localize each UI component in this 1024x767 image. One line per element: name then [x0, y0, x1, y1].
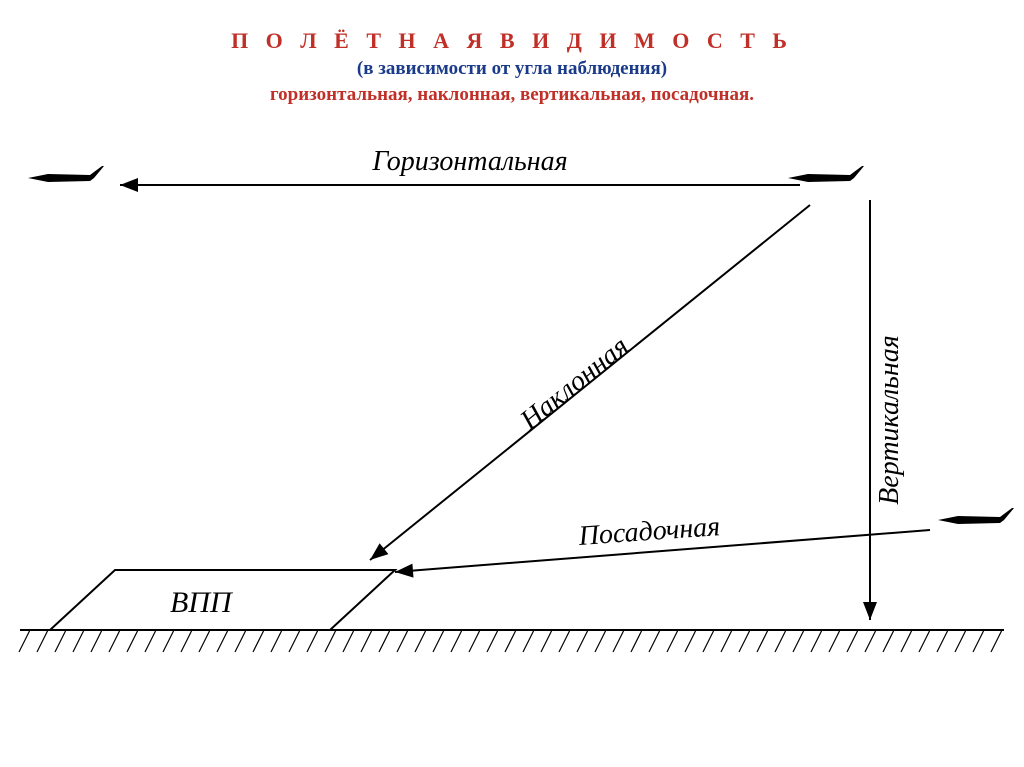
- aircraft-low-right-icon: [938, 508, 1014, 524]
- ground-hatch: [649, 630, 660, 652]
- aircraft-top-right-icon: [788, 166, 864, 182]
- horizontal-label: Горизонтальная: [371, 146, 567, 177]
- ground-hatch: [847, 630, 858, 652]
- ground-hatch: [523, 630, 534, 652]
- ground-hatch: [757, 630, 768, 652]
- ground-hatch: [991, 630, 1002, 652]
- ground-hatch: [19, 630, 30, 652]
- ground-hatch: [919, 630, 930, 652]
- ground-hatch: [685, 630, 696, 652]
- visibility-diagram: ВПП Горизонтальная Вертикальная Наклонная По…: [0, 0, 1024, 767]
- ground-hatch: [415, 630, 426, 652]
- ground-hatch: [901, 630, 912, 652]
- ground-hatch: [541, 630, 552, 652]
- landing-arrow-arrowhead: [395, 564, 413, 578]
- ground-hatch: [145, 630, 156, 652]
- ground-hatch: [613, 630, 624, 652]
- ground-hatch: [289, 630, 300, 652]
- vertical-arrow-arrowhead: [863, 602, 877, 620]
- ground-hatch: [973, 630, 984, 652]
- ground-hatch: [811, 630, 822, 652]
- runway-label: ВПП: [170, 586, 234, 619]
- ground-hatch: [793, 630, 804, 652]
- ground-hatch: [775, 630, 786, 652]
- ground-hatch: [361, 630, 372, 652]
- ground-hatch: [271, 630, 282, 652]
- ground-hatch: [253, 630, 264, 652]
- ground-hatch: [217, 630, 228, 652]
- ground-hatch: [397, 630, 408, 652]
- horizontal-arrow-arrowhead: [120, 178, 138, 192]
- ground-hatch: [307, 630, 318, 652]
- inclined-label: Наклонная: [514, 331, 635, 437]
- ground-hatch: [955, 630, 966, 652]
- ground-hatch: [379, 630, 390, 652]
- ground-hatch: [91, 630, 102, 652]
- inclined-arrow-arrowhead: [370, 543, 388, 560]
- ground-hatch: [595, 630, 606, 652]
- ground-hatch: [721, 630, 732, 652]
- ground-hatch: [433, 630, 444, 652]
- ground-hatch: [577, 630, 588, 652]
- ground-hatch: [703, 630, 714, 652]
- ground-hatch: [163, 630, 174, 652]
- ground-hatch: [739, 630, 750, 652]
- ground-hatch: [469, 630, 480, 652]
- ground-hatch: [325, 630, 336, 652]
- ground-hatch: [505, 630, 516, 652]
- ground-hatch: [631, 630, 642, 652]
- ground-hatch: [937, 630, 948, 652]
- ground-hatch: [883, 630, 894, 652]
- ground-hatch: [451, 630, 462, 652]
- aircraft-top-left-icon: [28, 166, 104, 182]
- ground-hatch: [487, 630, 498, 652]
- ground-hatch: [127, 630, 138, 652]
- vertical-label: Вертикальная: [874, 335, 905, 505]
- ground-hatch: [865, 630, 876, 652]
- ground-hatch: [559, 630, 570, 652]
- ground-hatch: [199, 630, 210, 652]
- ground-hatch: [181, 630, 192, 652]
- ground-hatch: [667, 630, 678, 652]
- ground-hatch: [829, 630, 840, 652]
- ground-hatch: [343, 630, 354, 652]
- ground-hatch: [235, 630, 246, 652]
- ground-hatch: [109, 630, 120, 652]
- ground-hatch: [55, 630, 66, 652]
- ground-hatch: [73, 630, 84, 652]
- landing-label: Посадочная: [577, 511, 721, 552]
- ground-hatch: [37, 630, 48, 652]
